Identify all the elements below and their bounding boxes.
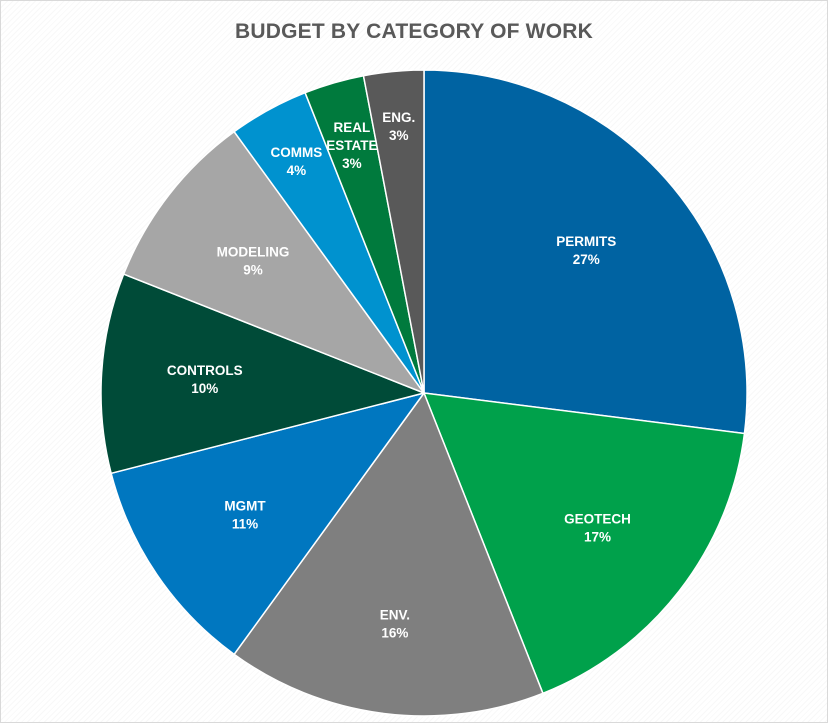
data-label-modeling: MODELING 9% bbox=[217, 244, 290, 277]
data-label-real-estate: REAL ESTATE 3% bbox=[326, 120, 377, 171]
data-label-percent: 16% bbox=[381, 626, 408, 641]
pie-slice-mgmt bbox=[110, 392, 425, 656]
data-label-category: ESTATE bbox=[326, 138, 377, 153]
data-label-percent: 17% bbox=[584, 530, 611, 545]
pie-slice-controls bbox=[100, 273, 425, 475]
pie-slice-geotech bbox=[423, 392, 746, 695]
data-label-percent: 3% bbox=[389, 128, 409, 143]
pie-slice-modeling bbox=[122, 130, 425, 394]
data-label-percent: 4% bbox=[287, 163, 307, 178]
data-label-percent: 27% bbox=[573, 252, 600, 267]
data-label-category: COMMS bbox=[271, 145, 323, 160]
data-label-category: ENG. bbox=[382, 110, 415, 125]
data-label-env: ENV. 16% bbox=[380, 608, 410, 641]
data-label-percent: 3% bbox=[342, 156, 362, 171]
data-label-category: REAL bbox=[334, 120, 371, 135]
chart-title: BUDGET BY CATEGORY OF WORK bbox=[235, 20, 593, 43]
data-label-category: ENV. bbox=[380, 608, 410, 623]
data-label-category: MODELING bbox=[217, 244, 290, 259]
data-label-eng: ENG. 3% bbox=[382, 110, 415, 143]
pie-slice-permits bbox=[423, 69, 748, 435]
data-label-category: PERMITS bbox=[556, 234, 616, 249]
pie-slice-env bbox=[233, 392, 544, 717]
data-label-permits: PERMITS 27% bbox=[556, 234, 616, 267]
data-label-percent: 10% bbox=[191, 381, 218, 396]
data-label-mgmt: MGMT 11% bbox=[224, 499, 266, 532]
data-label-percent: 9% bbox=[243, 262, 263, 277]
data-label-geotech: GEOTECH 17% bbox=[564, 512, 631, 545]
data-label-comms: COMMS 4% bbox=[271, 145, 323, 178]
pie-slice-eng bbox=[362, 69, 425, 394]
data-label-category: CONTROLS bbox=[167, 363, 243, 378]
data-label-controls: CONTROLS 10% bbox=[167, 363, 243, 396]
data-label-category: GEOTECH bbox=[564, 512, 631, 527]
data-label-percent: 11% bbox=[232, 517, 258, 532]
data-label-category: MGMT bbox=[224, 499, 266, 514]
